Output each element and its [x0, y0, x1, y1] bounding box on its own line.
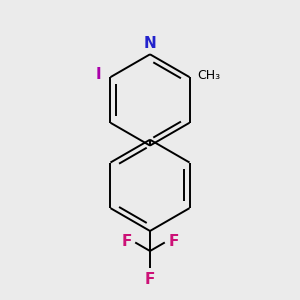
Text: CH₃: CH₃: [197, 69, 220, 82]
Text: F: F: [168, 234, 179, 249]
Text: F: F: [145, 272, 155, 286]
Text: I: I: [96, 67, 102, 82]
Text: N: N: [144, 36, 156, 51]
Text: F: F: [121, 234, 132, 249]
